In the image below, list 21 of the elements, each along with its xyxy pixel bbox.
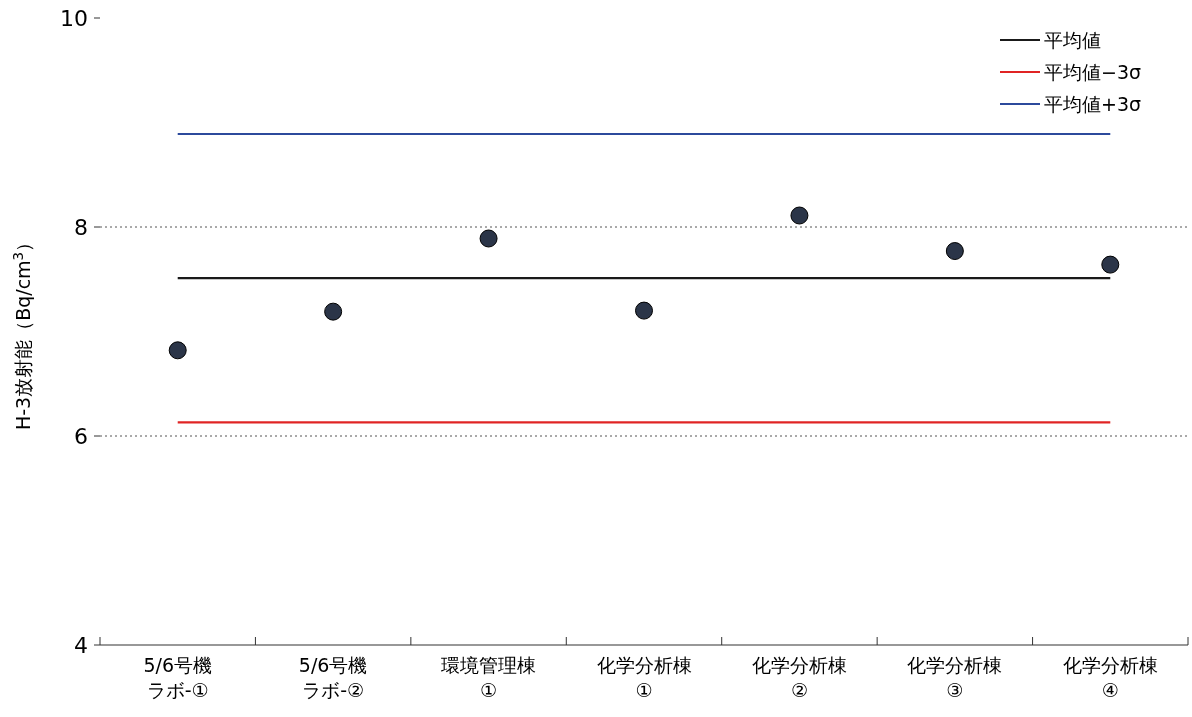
y-tick-label: 10 — [60, 5, 88, 31]
point — [1101, 255, 1120, 274]
point — [324, 302, 343, 321]
x-tick-label: 5/6号機ラボ-② — [298, 654, 368, 701]
y-tick-label: 6 — [74, 423, 88, 449]
x-tick-label: 5/6号機ラボ-① — [143, 654, 212, 701]
x-tick-label: 環境管理棟① — [441, 654, 537, 701]
point — [635, 301, 653, 320]
point — [168, 341, 187, 360]
y-tick-label: 4 — [74, 632, 88, 658]
legend-label: 平均値+3σ — [1044, 92, 1142, 115]
point — [479, 229, 498, 248]
legend-label: 平均値 — [1044, 28, 1101, 51]
y-tick-label: 8 — [74, 214, 88, 240]
legend-label: 平均値−3σ — [1044, 60, 1142, 83]
x-tick-label: 化学分析棟③ — [907, 654, 1003, 701]
point — [945, 242, 964, 261]
x-tick-label: 化学分析棟① — [596, 654, 692, 701]
point — [790, 206, 809, 225]
x-tick-label: 化学分析棟④ — [1062, 654, 1158, 701]
x-tick-label: 化学分析棟② — [751, 654, 847, 701]
